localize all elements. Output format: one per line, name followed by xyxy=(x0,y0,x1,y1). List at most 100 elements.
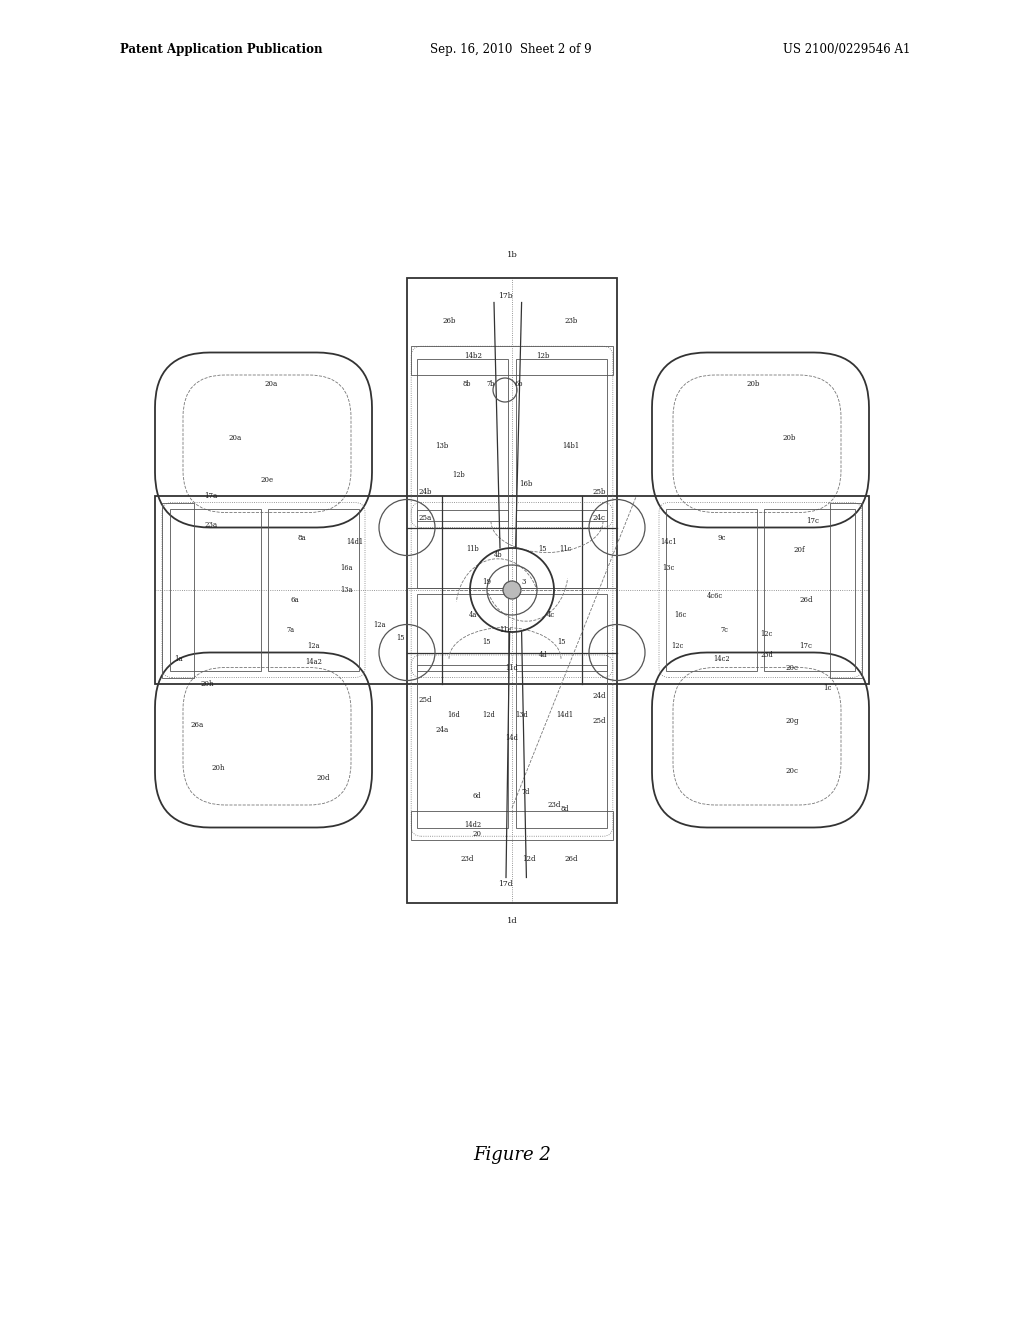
Text: 20d: 20d xyxy=(316,774,330,781)
Text: 8b: 8b xyxy=(463,380,471,388)
Text: 1b: 1b xyxy=(507,251,517,259)
Bar xyxy=(829,503,862,677)
Text: 14d1: 14d1 xyxy=(557,711,573,719)
Bar xyxy=(412,812,612,840)
Bar xyxy=(516,594,607,672)
Text: 23d: 23d xyxy=(461,855,474,863)
Text: 1c: 1c xyxy=(822,684,831,692)
Text: 24a: 24a xyxy=(435,726,449,734)
Text: 11b: 11b xyxy=(466,545,479,553)
Text: Patent Application Publication: Patent Application Publication xyxy=(120,44,323,57)
Text: Figure 2: Figure 2 xyxy=(473,1146,551,1164)
Text: 4c6c: 4c6c xyxy=(707,593,723,601)
Text: 7d: 7d xyxy=(522,788,530,796)
Text: 20a: 20a xyxy=(264,380,278,388)
Text: 13a: 13a xyxy=(341,586,353,594)
Text: 20: 20 xyxy=(472,830,481,838)
Text: 11e: 11e xyxy=(499,626,511,634)
Bar xyxy=(417,665,508,828)
Text: 3: 3 xyxy=(521,578,525,586)
Text: 20c: 20c xyxy=(785,767,799,775)
Bar xyxy=(516,665,607,828)
Text: 17a: 17a xyxy=(205,492,218,500)
Text: 20h: 20h xyxy=(211,763,224,771)
Text: 12a: 12a xyxy=(373,620,385,630)
Text: 20c: 20c xyxy=(785,664,799,672)
Text: 4c: 4c xyxy=(547,611,555,619)
Text: 14d: 14d xyxy=(506,734,518,742)
Text: 12b: 12b xyxy=(453,471,465,479)
Text: 8a: 8a xyxy=(298,533,306,541)
Text: 8d: 8d xyxy=(561,805,569,813)
Text: 20g: 20g xyxy=(785,717,799,725)
Text: 6b: 6b xyxy=(515,380,523,388)
Text: Sep. 16, 2010  Sheet 2 of 9: Sep. 16, 2010 Sheet 2 of 9 xyxy=(430,44,592,57)
Text: 26d: 26d xyxy=(800,597,813,605)
Text: 6a: 6a xyxy=(291,597,299,605)
Text: 4d: 4d xyxy=(539,651,547,659)
Text: 20a: 20a xyxy=(228,433,242,441)
Text: 15: 15 xyxy=(557,639,565,647)
Text: 13c: 13c xyxy=(663,564,675,572)
Bar xyxy=(417,594,508,672)
Bar xyxy=(407,277,617,903)
Bar xyxy=(155,496,869,684)
Text: 15: 15 xyxy=(482,639,492,647)
Text: 25d: 25d xyxy=(592,717,605,725)
Text: 6d: 6d xyxy=(473,792,481,800)
Text: 11c: 11c xyxy=(559,545,571,553)
Text: 7a: 7a xyxy=(287,626,295,634)
Text: 16d: 16d xyxy=(446,711,460,719)
Text: 12d: 12d xyxy=(522,855,536,863)
Text: 12b: 12b xyxy=(536,352,550,360)
Text: 7b: 7b xyxy=(486,380,496,388)
Text: 26d: 26d xyxy=(564,855,578,863)
Text: 23d: 23d xyxy=(761,651,773,659)
Text: 25b: 25b xyxy=(592,488,605,496)
Text: 14c1: 14c1 xyxy=(660,539,677,546)
Text: 24b: 24b xyxy=(419,488,432,496)
Text: 12d: 12d xyxy=(482,711,495,719)
Text: 25a: 25a xyxy=(419,513,432,521)
Circle shape xyxy=(503,581,521,599)
Text: 1d: 1d xyxy=(507,917,517,925)
Bar xyxy=(412,346,612,375)
Text: 17c: 17c xyxy=(800,643,812,651)
Bar xyxy=(516,359,607,521)
Text: 17b: 17b xyxy=(498,292,512,300)
Text: 12a: 12a xyxy=(307,643,319,651)
Text: 13b: 13b xyxy=(435,442,449,450)
Text: 12c: 12c xyxy=(761,630,773,638)
Text: 17c: 17c xyxy=(807,517,819,525)
Text: 17d: 17d xyxy=(498,879,512,888)
Text: 14b1: 14b1 xyxy=(562,442,580,450)
Text: 19: 19 xyxy=(482,578,492,586)
Text: 14d1: 14d1 xyxy=(347,539,364,546)
Text: 9c: 9c xyxy=(718,533,726,541)
Text: 23d: 23d xyxy=(547,801,561,809)
Text: 7c: 7c xyxy=(721,626,729,634)
Text: 14d2: 14d2 xyxy=(464,821,481,829)
Text: 26b: 26b xyxy=(442,317,456,325)
Text: 20f: 20f xyxy=(794,546,805,554)
Text: 20h: 20h xyxy=(200,680,214,688)
Bar xyxy=(170,508,261,672)
Text: 4a: 4a xyxy=(469,611,477,619)
Text: US 2100/0229546 A1: US 2100/0229546 A1 xyxy=(782,44,910,57)
Text: 16c: 16c xyxy=(674,611,686,619)
Bar xyxy=(666,508,757,672)
Text: 12c: 12c xyxy=(671,643,683,651)
Text: 24c: 24c xyxy=(592,513,605,521)
Text: 15: 15 xyxy=(395,634,404,642)
Bar xyxy=(516,510,607,587)
Bar xyxy=(417,510,508,587)
Text: 23a: 23a xyxy=(205,521,217,529)
Text: 23b: 23b xyxy=(564,317,578,325)
Text: 4b: 4b xyxy=(494,550,503,558)
Text: 16a: 16a xyxy=(341,564,353,572)
Text: 20b: 20b xyxy=(746,380,760,388)
Text: 15: 15 xyxy=(539,545,547,553)
Text: 1a: 1a xyxy=(174,655,183,663)
Bar xyxy=(162,503,195,677)
Bar xyxy=(417,359,508,521)
